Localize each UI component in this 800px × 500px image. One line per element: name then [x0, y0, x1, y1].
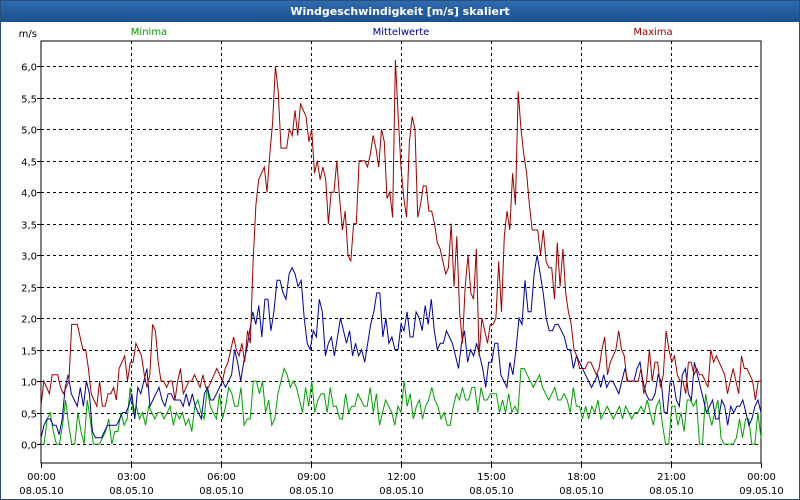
x-tick-time: 00:00	[27, 472, 56, 483]
x-tick-date: 08.05.10	[289, 486, 334, 497]
y-tick-label: 1,5	[21, 347, 37, 358]
x-tick-date: 08.05.10	[649, 486, 694, 497]
x-tick-date: 08.05.10	[469, 486, 514, 497]
y-tick-label: 1,0	[21, 378, 37, 389]
y-tick-label: 3,5	[21, 221, 37, 232]
x-tick-date: 08.05.10	[379, 486, 424, 497]
y-tick-label: 0,5	[21, 410, 37, 421]
x-tick-date: 08.05.10	[19, 486, 64, 497]
x-tick-date: 08.05.10	[559, 486, 604, 497]
series-line-minima	[41, 367, 762, 445]
x-tick-time: 21:00	[657, 472, 686, 483]
y-tick-label: 0,0	[21, 441, 37, 452]
y-tick-label: 4,0	[21, 189, 37, 200]
y-tick-label: 5,0	[21, 126, 37, 137]
x-tick-time: 03:00	[117, 472, 146, 483]
legend-entry-maxima: Maxima	[633, 27, 672, 38]
legend-entry-mittelwerte: Mittelwerte	[373, 27, 430, 38]
y-tick-label: 2,0	[21, 315, 37, 326]
y-tick-label: 5,5	[21, 95, 37, 106]
x-tick-date: 08.05.10	[109, 486, 154, 497]
x-tick-time: 09:00	[297, 472, 326, 483]
x-tick-date: 09.05.10	[739, 486, 784, 497]
window-title: Windgeschwindigkeit [m/s] skaliert	[1, 1, 799, 22]
y-tick-label: 4,5	[21, 158, 37, 169]
x-tick-time: 00:00	[747, 472, 776, 483]
x-tick-time: 18:00	[567, 472, 596, 483]
x-tick-time: 06:00	[207, 472, 236, 483]
y-tick-label: 3,0	[21, 252, 37, 263]
x-tick-time: 15:00	[477, 472, 506, 483]
y-axis-label: m/s	[19, 29, 37, 40]
x-tick-time: 12:00	[387, 472, 416, 483]
x-tick-date: 08.05.10	[199, 486, 244, 497]
legend-entry-minima: Minima	[131, 27, 167, 38]
y-tick-label: 2,5	[21, 284, 37, 295]
y-tick-label: 6,0	[21, 63, 37, 74]
chart-area: 0,0 0,5 1,0 1,5 2,0 2,5 3,0 3,5 4,0 4,5 5,0 5,5 6,0 0…	[19, 27, 784, 497]
series-line-maxima	[40, 59, 761, 409]
